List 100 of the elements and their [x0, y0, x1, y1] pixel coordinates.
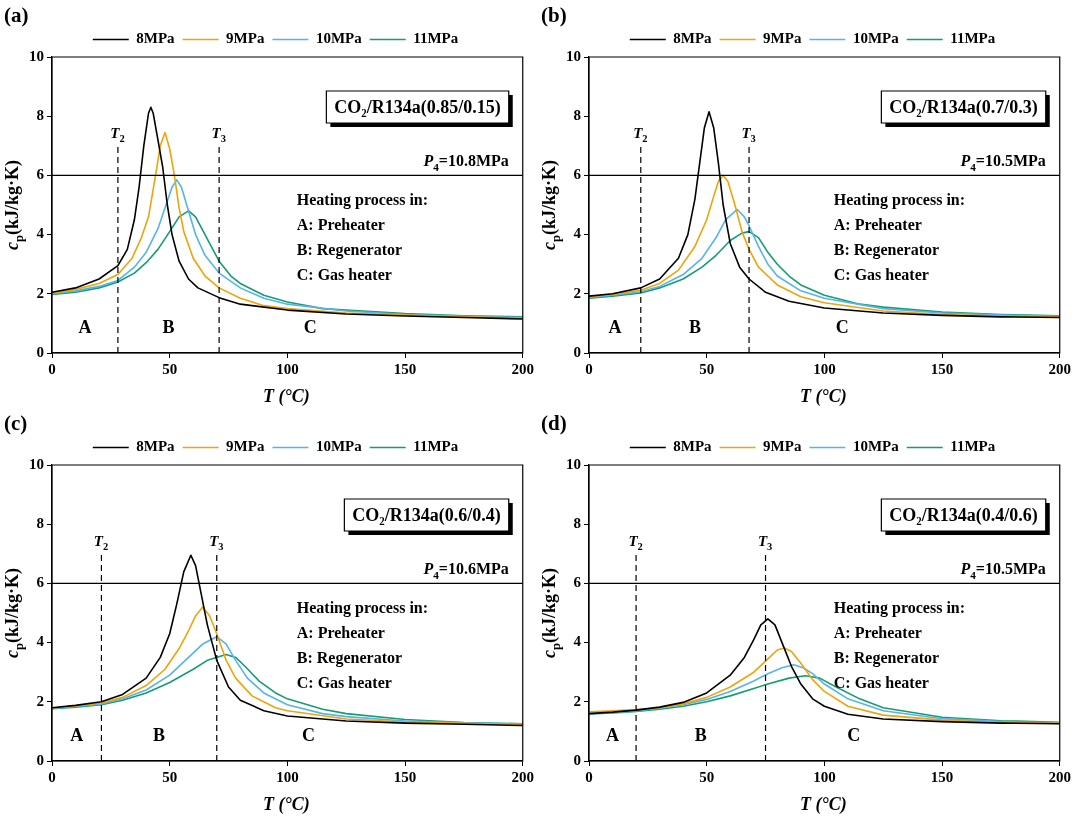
y-tick-label: 4 [36, 633, 45, 650]
annotation: CO₂/R134a(0.7/0.3) [889, 97, 1038, 118]
y-tick-label: 4 [573, 633, 582, 650]
x-tick-label: 100 [276, 768, 299, 785]
y-tick-label: 6 [573, 166, 582, 183]
legend-label: 11MPa [950, 438, 996, 455]
x-tick-label: 150 [930, 360, 954, 377]
y-axis-title: cp(kJ/kg·K) [539, 159, 564, 250]
annotation: Heating process in: [833, 191, 966, 209]
y-tick-label: 0 [573, 751, 581, 768]
y-tick-label: 0 [36, 751, 44, 768]
y-axis-title: cp(kJ/kg·K) [2, 159, 27, 250]
annotation: CO₂/R134a(0.85/0.15) [334, 97, 501, 118]
annotation: A: Preheater [296, 216, 385, 233]
annotation: C [302, 725, 316, 745]
x-tick-label: 50 [699, 768, 715, 785]
legend-label: 9MPa [226, 30, 265, 47]
annotation: B [694, 725, 707, 745]
y-tick-label: 8 [573, 515, 581, 532]
legend-label: 8MPa [136, 30, 176, 47]
annotation: B [688, 317, 701, 337]
annotation: A [70, 725, 84, 745]
x-tick-label: 100 [813, 360, 836, 377]
annotation: B: Regenerator [833, 241, 940, 259]
y-tick-label: 10 [29, 47, 44, 64]
y-tick-label: 2 [36, 284, 44, 301]
chart-title: (a) [4, 3, 29, 27]
x-tick-label: 50 [162, 360, 178, 377]
x-tick-label: 100 [813, 768, 836, 785]
annotation: Heating process in: [296, 599, 429, 617]
annotation: A [608, 317, 622, 337]
annotation: C [835, 317, 849, 337]
annotation: C: Gas heater [296, 674, 392, 691]
y-tick-label: 6 [573, 574, 582, 591]
legend-label: 11MPa [413, 438, 459, 455]
annotation: CO₂/R134a(0.6/0.4) [352, 505, 501, 526]
annotation: A: Preheater [296, 624, 385, 641]
annotation: A [78, 317, 92, 337]
x-axis-title: T (°C) [800, 386, 847, 407]
y-tick-label: 10 [29, 455, 44, 472]
annotation: Heating process in: [296, 191, 429, 209]
annotation: C: Gas heater [296, 266, 392, 283]
x-tick-label: 200 [1048, 360, 1071, 377]
y-tick-label: 10 [566, 47, 581, 64]
x-tick-label: 0 [48, 768, 56, 785]
annotation: B [162, 317, 175, 337]
y-tick-label: 8 [36, 515, 44, 532]
legend-label: 8MPa [673, 438, 713, 455]
chart-title: (b) [541, 3, 567, 27]
legend-label: 9MPa [763, 30, 802, 47]
chart-title: (c) [4, 411, 28, 435]
legend-label: 10MPa [852, 30, 900, 47]
annotation: B: Regenerator [296, 649, 403, 667]
annotation: A: Preheater [833, 216, 922, 233]
y-tick-label: 0 [36, 343, 44, 360]
y-tick-label: 0 [573, 343, 581, 360]
y-tick-label: 6 [36, 166, 45, 183]
y-tick-label: 8 [36, 107, 44, 124]
legend-label: 9MPa [226, 438, 265, 455]
x-axis-title: T (°C) [263, 386, 310, 407]
annotation: B: Regenerator [296, 241, 403, 259]
annotation: B [153, 725, 166, 745]
annotation: A: Preheater [833, 624, 922, 641]
legend-label: 10MPa [315, 30, 363, 47]
x-tick-label: 200 [1048, 768, 1071, 785]
x-axis-title: T (°C) [800, 794, 847, 815]
legend-label: 10MPa [315, 438, 363, 455]
y-tick-label: 2 [573, 284, 581, 301]
chart-title: (d) [541, 411, 567, 435]
y-tick-label: 6 [36, 574, 45, 591]
y-tick-label: 10 [566, 455, 581, 472]
x-tick-label: 150 [393, 768, 417, 785]
annotation: CO₂/R134a(0.4/0.6) [889, 505, 1038, 526]
x-axis-title: T (°C) [263, 794, 310, 815]
legend-label: 8MPa [673, 30, 713, 47]
x-tick-label: 150 [930, 768, 954, 785]
x-tick-label: 150 [393, 360, 417, 377]
annotation: C: Gas heater [833, 674, 929, 691]
x-tick-label: 100 [276, 360, 299, 377]
annotation: B: Regenerator [833, 649, 940, 667]
y-axis-title: cp(kJ/kg·K) [539, 567, 564, 658]
annotation: A [606, 725, 620, 745]
annotation: Heating process in: [833, 599, 966, 617]
legend-label: 8MPa [136, 438, 176, 455]
x-tick-label: 0 [48, 360, 56, 377]
x-tick-label: 200 [511, 360, 534, 377]
legend-label: 9MPa [763, 438, 802, 455]
y-tick-label: 2 [573, 692, 581, 709]
x-tick-label: 200 [511, 768, 534, 785]
y-tick-label: 4 [573, 225, 582, 242]
legend-label: 11MPa [413, 30, 459, 47]
x-tick-label: 50 [699, 360, 715, 377]
x-tick-label: 0 [585, 768, 593, 785]
x-tick-label: 50 [162, 768, 178, 785]
y-tick-label: 4 [36, 225, 45, 242]
x-tick-label: 0 [585, 360, 593, 377]
legend-label: 11MPa [950, 30, 996, 47]
y-axis-title: cp(kJ/kg·K) [2, 567, 27, 658]
y-tick-label: 2 [36, 692, 44, 709]
annotation: C [303, 317, 317, 337]
